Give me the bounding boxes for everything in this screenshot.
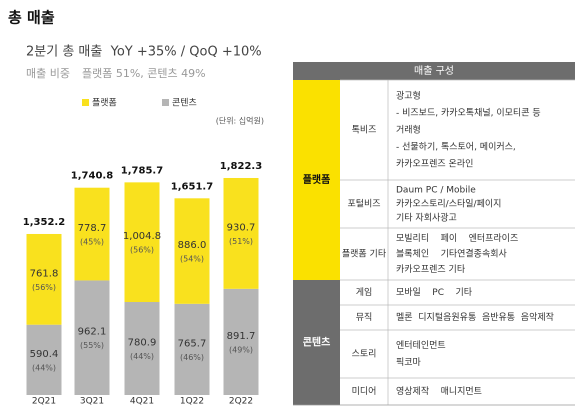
bar-segment: [223, 177, 259, 289]
row-label: 톡비즈: [352, 125, 377, 136]
value-label: 765.7: [178, 338, 207, 349]
percent-label: (56%): [130, 246, 154, 255]
row-label: 뮤직: [356, 312, 373, 323]
group-label: 콘텐츠: [303, 336, 331, 349]
row-item: - 선물하기, 톡스토어, 메이커스,: [396, 142, 516, 153]
table-header: [293, 62, 575, 80]
value-label: 590.4: [30, 349, 59, 360]
percent-label: (54%): [180, 255, 204, 264]
legend-label: 플랫폼: [92, 98, 117, 109]
percent-label: (55%): [80, 341, 104, 350]
bar-segment: [26, 324, 62, 395]
value-label: 780.9: [128, 338, 157, 349]
row-item: 픽코마: [396, 357, 422, 368]
value-label: 778.7: [78, 223, 107, 234]
x-tick-label: 1Q22: [180, 397, 204, 407]
row-label: 스토리: [352, 349, 377, 360]
x-tick-label: 3Q21: [80, 397, 104, 407]
percent-label: (49%): [229, 345, 253, 354]
value-label: 1,004.8: [123, 231, 161, 242]
value-label: 891.7: [227, 331, 256, 342]
total-label: 1,822.3: [220, 161, 262, 172]
percent-label: (46%): [180, 353, 204, 362]
bar-segment: [223, 288, 259, 395]
legend-swatch: [162, 99, 169, 106]
bar-segment: [74, 187, 110, 281]
legend-swatch: [82, 99, 89, 106]
bar-segment: [174, 303, 210, 395]
row-item: 모바일 PC 기타: [396, 287, 473, 298]
row-item: 거래형: [396, 125, 421, 136]
table-title: 매출 구성: [414, 65, 454, 77]
bar-segment: [74, 280, 110, 395]
unit-label: (단위: 십억원): [216, 116, 264, 126]
bar-segment: [124, 182, 160, 303]
x-tick-label: 2Q22: [229, 397, 253, 407]
subtitle: 2분기 총 매출 YoY +35% / QoQ +10%: [26, 45, 262, 60]
bar-segment: [26, 233, 62, 325]
percent-label: (45%): [80, 238, 104, 247]
row-item: Daum PC / Mobile: [396, 186, 476, 196]
row-item: 엔터테인먼트: [396, 340, 446, 351]
value-label: 962.1: [78, 327, 107, 338]
row-label: 포털비즈: [347, 198, 380, 210]
bar-segment: [124, 302, 160, 395]
row-item: 멜론 디지털음원유통 음반유통 음악제작: [396, 311, 554, 323]
value-label: 761.8: [30, 268, 59, 279]
row-item: 카카오프렌즈 기타: [396, 264, 466, 275]
legend-label: 콘텐츠: [172, 98, 197, 109]
total-label: 1,740.8: [71, 171, 113, 182]
x-tick-label: 2Q21: [32, 397, 56, 407]
row-item: 블록체인 기타연결종속회사: [396, 249, 508, 260]
value-label: 886.0: [178, 240, 207, 251]
row-item: 기타 자회사광고: [396, 212, 457, 224]
x-tick-label: 4Q21: [130, 397, 154, 407]
group-label: 플랫폼: [303, 173, 331, 186]
group-cell: [293, 80, 340, 280]
percent-label: (44%): [32, 363, 56, 372]
row-label: 게임: [356, 286, 373, 298]
row-item: - 비즈보드, 카카오톡채널, 이모티콘 등: [396, 108, 541, 119]
share-label: 매출 비중: [26, 67, 70, 80]
percent-label: (44%): [130, 352, 154, 361]
total-label: 1,785.7: [121, 165, 163, 176]
total-label: 1,651.7: [171, 181, 213, 192]
row-label: 미디어: [352, 386, 377, 397]
row-item: 카카오스토리/스타일/페이지: [396, 199, 501, 210]
row-item: 영상제작 매니지먼트: [396, 386, 482, 397]
bar-segment: [174, 198, 210, 304]
row-item: 카카오프렌즈 온라인: [396, 159, 473, 170]
row-item: 모빌리티 페이 엔터프라이즈: [396, 233, 518, 244]
page-title: 총 매출: [8, 9, 55, 27]
row-label: 플랫폼 기타: [342, 249, 387, 260]
row-item: 광고형: [396, 90, 421, 102]
group-cell: [293, 280, 340, 405]
total-label: 1,352.2: [23, 217, 65, 228]
value-label: 930.7: [227, 222, 256, 233]
percent-label: (56%): [32, 283, 56, 292]
percent-label: (51%): [229, 237, 253, 246]
share-text: 플랫폼 51%, 콘텐츠 49%: [82, 67, 206, 80]
